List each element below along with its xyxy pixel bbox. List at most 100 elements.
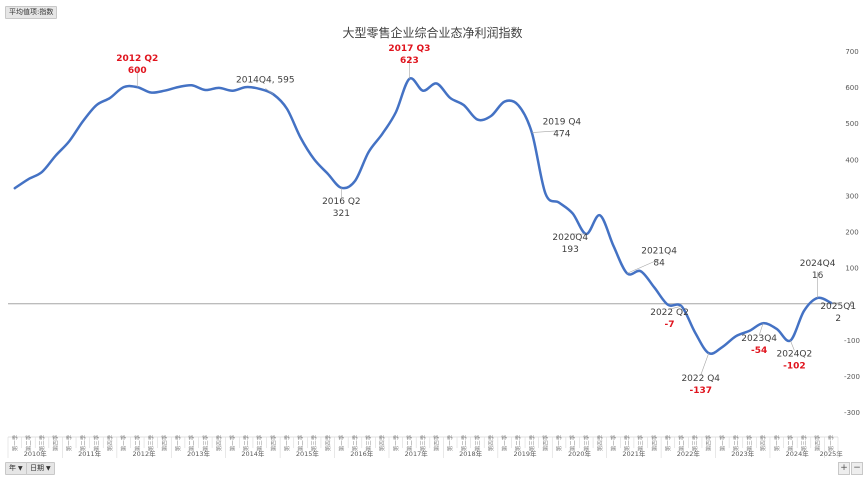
quarter-label: 第四季	[433, 434, 441, 451]
data-point	[41, 170, 44, 173]
annotation-leader	[758, 323, 764, 336]
data-point	[462, 104, 465, 107]
quarter-label: 第四季	[759, 434, 767, 451]
quarter-label: 第二季	[623, 434, 631, 451]
year-field-button[interactable]: 年 ▼	[5, 462, 27, 475]
quarter-label: 第三季	[637, 434, 645, 451]
date-field-button[interactable]: 日期 ▼	[26, 462, 55, 475]
year-label: 2014年	[241, 449, 265, 458]
data-point	[299, 136, 302, 139]
annotation-leader	[790, 340, 795, 351]
data-point	[490, 114, 493, 117]
data-point	[54, 154, 57, 157]
data-point	[802, 309, 805, 312]
quarter-label: 第二季	[786, 434, 794, 451]
data-point	[367, 151, 370, 154]
data-point	[245, 86, 248, 89]
data-label: 2017 Q3	[388, 44, 430, 54]
data-point	[285, 107, 288, 110]
date-field-label: 日期	[30, 464, 44, 472]
quarter-label: 第一季	[174, 434, 182, 451]
quarter-label: 第二季	[133, 434, 141, 451]
quarter-label: 第一季	[392, 434, 400, 451]
data-point	[558, 201, 561, 204]
quarter-label: 第二季	[242, 434, 250, 451]
data-point	[653, 286, 656, 289]
quarter-label: 第二季	[678, 434, 686, 451]
data-point	[598, 214, 601, 217]
quarter-label: 第三季	[691, 434, 699, 451]
data-label-value: 474	[553, 130, 570, 140]
collapse-minus-icon[interactable]: −	[851, 462, 863, 475]
data-label: 2021Q4	[641, 246, 677, 256]
quarter-label: 第二季	[732, 434, 740, 451]
data-point	[81, 120, 84, 123]
quarter-label: 第四季	[596, 434, 604, 451]
data-point	[326, 172, 329, 175]
data-label-value: 193	[562, 245, 579, 255]
year-label: 2017年	[405, 449, 429, 458]
quarter-label: 第二季	[79, 434, 87, 451]
year-label: 2022年	[677, 449, 701, 458]
y-tick-label: 700	[845, 48, 858, 56]
quarter-label: 第四季	[52, 434, 60, 451]
data-label-value: 623	[400, 56, 419, 66]
annotation-leader	[669, 305, 682, 310]
expand-plus-icon[interactable]: +	[838, 462, 850, 475]
data-point	[190, 84, 193, 87]
data-point	[476, 118, 479, 121]
year-label: 2015年	[296, 449, 320, 458]
quarter-label: 第三季	[201, 434, 209, 451]
data-point	[13, 187, 16, 190]
quarter-label: 第四季	[324, 434, 332, 451]
data-label-value: 321	[333, 209, 350, 219]
pivot-field-button[interactable]: 平均值项:指数	[5, 6, 58, 19]
data-point	[177, 86, 180, 89]
quarter-label: 第四季	[215, 434, 223, 451]
year-label: 2011年	[78, 449, 102, 458]
data-point	[258, 87, 261, 90]
data-point	[503, 100, 506, 103]
data-label-value: 16	[812, 271, 824, 281]
quarter-label: 第二季	[460, 434, 468, 451]
quarter-label: 第三季	[800, 434, 808, 451]
data-point	[353, 179, 356, 182]
data-point	[163, 89, 166, 92]
data-label-value: -7	[665, 320, 675, 330]
annotation-leader	[531, 130, 562, 133]
data-point	[313, 158, 316, 161]
quarter-label: 第二季	[351, 434, 359, 451]
data-label: 2022 Q4	[681, 374, 720, 384]
data-point	[27, 178, 30, 181]
year-label: 2024年	[786, 449, 810, 458]
data-label-value: 84	[653, 258, 665, 268]
data-point	[109, 96, 112, 99]
quarter-label: 第一季	[827, 434, 835, 451]
quarter-label: 第三季	[256, 434, 264, 451]
quarter-label: 第一季	[446, 434, 454, 451]
data-point	[217, 86, 220, 89]
data-point	[422, 89, 425, 92]
quarter-label: 第四季	[269, 434, 277, 451]
quarter-label: 第三季	[528, 434, 536, 451]
data-point	[748, 329, 751, 332]
annotation-leader	[265, 88, 274, 95]
data-point	[571, 212, 574, 215]
year-label: 2016年	[350, 449, 374, 458]
quarter-label: 第三季	[473, 434, 481, 451]
data-point	[204, 88, 207, 91]
data-label: 2012 Q2	[116, 54, 158, 64]
quarter-label: 第四季	[106, 434, 114, 451]
quarter-label: 第二季	[569, 434, 577, 451]
year-label: 2010年	[24, 449, 48, 458]
quarter-label: 第四季	[541, 434, 549, 451]
data-label: 2024Q2	[777, 350, 813, 360]
data-label-value: 2	[835, 314, 841, 324]
y-tick-label: 400	[845, 156, 858, 164]
quarter-label: 第二季	[188, 434, 196, 451]
dropdown-arrow-icon: ▼	[18, 465, 23, 472]
y-tick-label: -200	[844, 373, 860, 381]
year-field-label: 年	[9, 464, 16, 472]
data-point	[95, 104, 98, 107]
data-label: 2022 Q2	[650, 308, 689, 318]
